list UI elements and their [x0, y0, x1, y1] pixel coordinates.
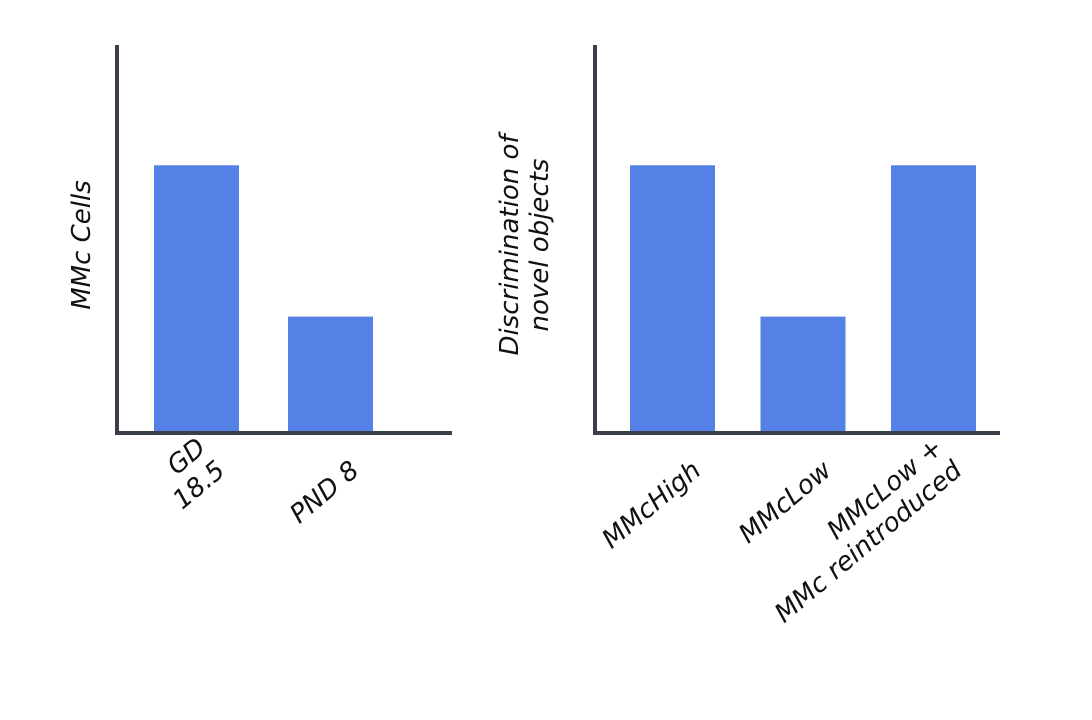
bar — [630, 165, 715, 433]
bar — [288, 316, 373, 433]
x-tick-label: MMcHigh — [597, 455, 707, 554]
x-tick-label: GD18.5 — [148, 432, 231, 515]
bar — [760, 316, 846, 433]
x-tick-label: PND 8 — [284, 455, 365, 529]
x-tick-label: MMcLow +MMc reintroduced — [750, 432, 968, 629]
y-axis-label: Discrimination ofnovel objects — [495, 131, 555, 356]
bar — [154, 165, 239, 433]
bar — [891, 165, 976, 433]
y-axis-label: MMc Cells — [67, 180, 97, 310]
x-tick-label: MMcLow — [733, 455, 838, 550]
